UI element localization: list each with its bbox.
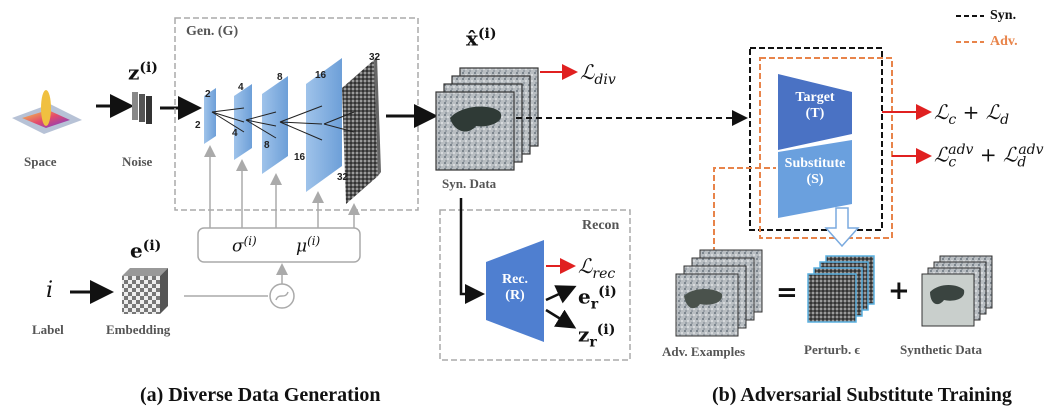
dim-32b: 32 (337, 172, 349, 183)
gen-layer-1 (204, 88, 216, 144)
label-label: Label (32, 322, 64, 337)
gen-layer-3 (262, 76, 288, 174)
adv-examples-stack (675, 249, 763, 337)
noise-variable: z(i) (128, 60, 158, 85)
perturbation-stack (807, 255, 875, 323)
synthetic-images-stack (435, 67, 539, 171)
adv-examples-path (713, 167, 776, 262)
dim-8a: 8 (277, 72, 283, 83)
target-loss-label: ℒc + ℒd (934, 100, 1010, 128)
equals-sign: = (776, 278, 798, 308)
sigma-label: σ(i) (232, 234, 257, 257)
substitute-box-label: Substitute (S) (784, 156, 846, 187)
embedding-label: Embedding (106, 322, 171, 337)
gen-layer-5 (342, 60, 378, 204)
plus-sign: + (888, 276, 910, 306)
substitute-model-trapezoid (778, 140, 852, 218)
adv-dashed-box (759, 57, 893, 239)
dim-4a: 4 (238, 82, 244, 93)
rec-loss-label: ℒrec (578, 254, 616, 282)
conditioning-arrows (204, 145, 360, 228)
index-variable: i (46, 278, 54, 303)
generator-layers (204, 56, 381, 204)
noise-icon (132, 92, 152, 124)
embedding-cube (122, 268, 168, 314)
generator-label: Gen. (G) (186, 24, 239, 39)
rec-model-trapezoid (486, 240, 544, 342)
recon-label: Recon (582, 218, 620, 233)
target-model-trapezoid (778, 74, 852, 150)
dim-16b: 16 (294, 152, 306, 163)
mu-label: μ(i) (296, 234, 321, 257)
caption-left: (a) Diverse Data Generation (140, 384, 381, 406)
space-label: Space (24, 154, 57, 169)
embedding-variable: e(i) (130, 238, 162, 263)
dim-4b: 4 (232, 128, 238, 139)
hollow-down-arrow (824, 207, 860, 248)
synthetic-data-stack (921, 255, 993, 327)
dim-2a: 2 (205, 89, 211, 100)
dim-2b: 2 (195, 120, 201, 131)
sigma-mu-box (197, 227, 361, 263)
noise-label: Noise (122, 154, 153, 169)
adv-examples-label: Adv. Examples (662, 344, 746, 359)
legend-syn-label: Syn. (990, 8, 1017, 23)
zr-output-label: zr(i) (578, 322, 616, 351)
synthetic-data-label: Synthetic Data (900, 342, 982, 357)
dim-16a: 16 (315, 70, 327, 81)
dim-32a: 32 (369, 52, 381, 63)
rec-box-label: Rec. (R) (501, 272, 529, 303)
syndata-to-rec-arrow (459, 198, 485, 304)
dim-8b: 8 (264, 140, 270, 151)
zr-output-arrow (545, 308, 577, 329)
syn-data-label: Syn. Data (442, 176, 497, 191)
legend-adv-label: Adv. (990, 34, 1018, 49)
er-output-label: er(i) (578, 284, 617, 313)
xhat-variable: x̂(i) (466, 26, 497, 51)
er-output-arrow (545, 285, 577, 304)
caption-right: (b) Adversarial Substitute Training (712, 384, 1012, 406)
syn-dashed-box (749, 47, 883, 231)
perturb-label: Perturb. ϵ (804, 342, 861, 357)
div-loss-label: ℒdiv (580, 60, 616, 88)
gen-layer-4 (306, 58, 342, 192)
space-plot-image (12, 90, 82, 134)
recon-box (439, 209, 631, 361)
target-box-label: Target (T) (795, 90, 835, 121)
adv-loss-label: ℒcadv + ℒdadv (934, 142, 1044, 171)
